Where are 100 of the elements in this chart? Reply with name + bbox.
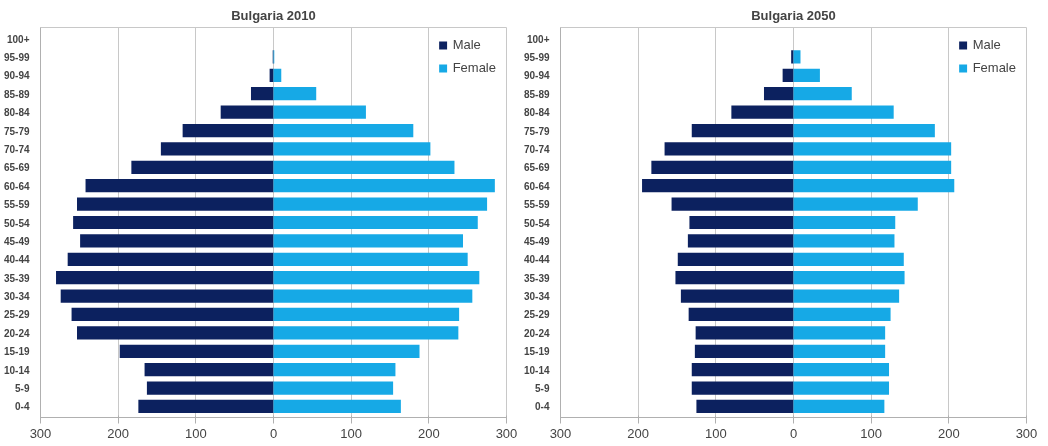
y-tick-label: 35-39 bbox=[3, 272, 30, 284]
bar bbox=[273, 197, 488, 211]
x-tick-label: 300 bbox=[495, 425, 518, 441]
y-tick-label: 100+ bbox=[6, 33, 30, 45]
y-tick-label: 60-64 bbox=[3, 180, 30, 192]
bar bbox=[269, 68, 274, 82]
bar bbox=[273, 234, 464, 248]
x-tick-label: 100 bbox=[340, 425, 363, 441]
bar bbox=[793, 197, 918, 211]
bar bbox=[793, 363, 890, 377]
y-tick-label: 55-59 bbox=[3, 199, 30, 211]
bar bbox=[793, 289, 900, 303]
bar bbox=[273, 363, 396, 377]
bar bbox=[71, 307, 274, 322]
y-tick-label: 95-99 bbox=[3, 51, 30, 63]
x-tick-label: 200 bbox=[937, 425, 960, 441]
chart-title: Bulgaria 2010 bbox=[231, 7, 316, 23]
x-tick-label: 100 bbox=[184, 425, 207, 441]
bar bbox=[694, 344, 794, 358]
y-tick-label: 80-84 bbox=[523, 107, 550, 119]
bar bbox=[793, 307, 891, 322]
bar bbox=[793, 215, 896, 230]
bar bbox=[56, 271, 274, 285]
y-tick-label: 10-14 bbox=[523, 364, 550, 376]
y-tick-label: 65-69 bbox=[3, 162, 30, 174]
bar bbox=[793, 68, 820, 82]
legend-label: Male bbox=[452, 37, 481, 52]
bar bbox=[273, 307, 460, 322]
bar bbox=[689, 215, 794, 230]
bar bbox=[763, 87, 794, 101]
y-tick-label: 55-59 bbox=[523, 199, 550, 211]
bar bbox=[677, 252, 794, 266]
bar bbox=[696, 399, 794, 414]
y-tick-label: 65-69 bbox=[523, 162, 550, 174]
y-tick-label: 15-19 bbox=[523, 346, 550, 358]
bar bbox=[60, 289, 274, 303]
bar bbox=[691, 123, 794, 138]
bar bbox=[695, 326, 794, 340]
bar bbox=[119, 344, 274, 358]
bar bbox=[793, 381, 890, 395]
bar bbox=[793, 142, 952, 156]
bar bbox=[144, 363, 274, 377]
bar bbox=[146, 381, 274, 395]
legend-label: Male bbox=[972, 37, 1001, 52]
y-tick-label: 90-94 bbox=[3, 70, 30, 82]
bar bbox=[182, 123, 274, 138]
bar bbox=[220, 105, 274, 119]
x-tick-label: 200 bbox=[107, 425, 130, 441]
y-tick-label: 45-49 bbox=[523, 235, 550, 247]
bar bbox=[131, 160, 274, 174]
bar bbox=[138, 399, 274, 414]
y-tick-label: 10-14 bbox=[3, 364, 30, 376]
bar bbox=[85, 179, 274, 193]
bar bbox=[642, 179, 794, 193]
bar bbox=[688, 307, 794, 322]
x-tick-label: 0 bbox=[269, 425, 278, 441]
y-tick-label: 60-64 bbox=[523, 180, 550, 192]
bar bbox=[651, 160, 794, 174]
bar bbox=[77, 197, 274, 211]
y-tick-label: 70-74 bbox=[523, 143, 550, 155]
bar bbox=[793, 50, 801, 64]
bar bbox=[793, 344, 886, 358]
bar bbox=[273, 142, 431, 156]
x-tick-label: 300 bbox=[29, 425, 52, 441]
bar bbox=[691, 363, 794, 377]
y-tick-label: 0-4 bbox=[535, 401, 550, 413]
y-tick-label: 50-54 bbox=[523, 217, 550, 229]
y-tick-label: 100+ bbox=[526, 33, 550, 45]
bar bbox=[250, 87, 274, 101]
bar bbox=[664, 142, 794, 156]
bar bbox=[680, 289, 794, 303]
y-tick-label: 5-9 bbox=[15, 383, 30, 395]
bar bbox=[273, 252, 468, 266]
x-tick-label: 200 bbox=[627, 425, 650, 441]
x-tick-label: 300 bbox=[1015, 425, 1038, 441]
y-tick-label: 15-19 bbox=[3, 346, 30, 358]
bar bbox=[791, 50, 794, 64]
bar bbox=[793, 105, 894, 119]
x-tick-label: 100 bbox=[860, 425, 883, 441]
legend-label: Female bbox=[972, 60, 1016, 75]
bar bbox=[273, 381, 394, 395]
y-tick-label: 85-89 bbox=[3, 88, 30, 100]
bar bbox=[793, 252, 904, 266]
bar bbox=[273, 87, 317, 101]
bar bbox=[273, 344, 420, 358]
bar bbox=[273, 326, 459, 340]
y-tick-label: 30-34 bbox=[3, 291, 30, 303]
bar bbox=[793, 234, 895, 248]
bar bbox=[160, 142, 274, 156]
x-tick-label: 100 bbox=[704, 425, 727, 441]
bar bbox=[273, 179, 495, 193]
y-tick-label: 75-79 bbox=[3, 125, 30, 137]
y-tick-label: 30-34 bbox=[523, 291, 550, 303]
bar bbox=[77, 326, 274, 340]
bar bbox=[273, 289, 473, 303]
y-tick-label: 25-29 bbox=[3, 309, 30, 321]
bar bbox=[793, 123, 935, 138]
bar bbox=[731, 105, 794, 119]
bar bbox=[671, 197, 794, 211]
bar bbox=[273, 105, 366, 119]
